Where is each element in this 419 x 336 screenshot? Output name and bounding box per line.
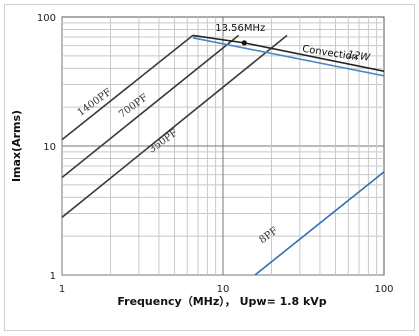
y-tick-label: 10 — [43, 142, 56, 153]
annotation-12w: 12W — [347, 49, 372, 64]
x-tick-label: 1 — [59, 284, 65, 295]
frequency-marker — [241, 40, 247, 46]
series-line-3 — [254, 171, 384, 275]
y-tick-label: 100 — [37, 13, 56, 24]
series-lines — [62, 34, 384, 275]
tick-labels: 1 10 100 1 10 100 — [37, 13, 394, 295]
series-line-1 — [62, 34, 240, 179]
y-tick-label: 1 — [50, 271, 56, 282]
y-axis-label: Imax(Arms) — [10, 110, 23, 182]
x-axis-label: Frequency（MHz）， Upw= 1.8 kVp — [117, 295, 326, 308]
annotation-13-56mhz: 13.56MHz — [215, 23, 265, 34]
series-line-0 — [62, 34, 194, 141]
series-line-5 — [192, 37, 384, 77]
x-tick-label: 100 — [374, 284, 393, 295]
series-line-2 — [62, 34, 288, 218]
x-tick-label: 10 — [217, 284, 230, 295]
